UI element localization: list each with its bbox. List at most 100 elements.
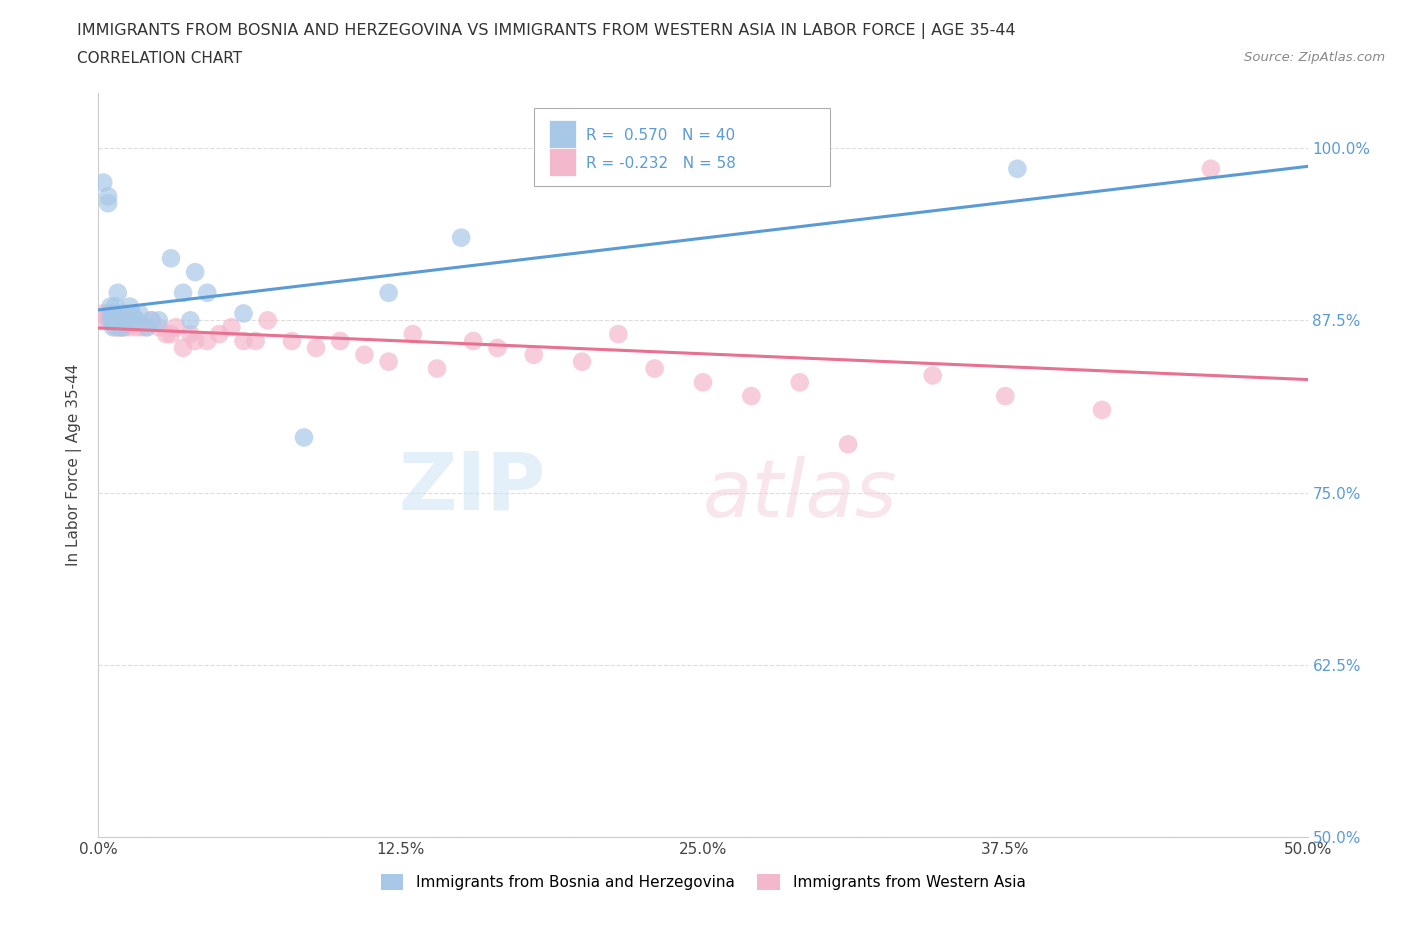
Point [117,312,139,327]
Point [789,375,811,390]
Point [104,312,127,327]
Point [91,175,114,190]
Point [607,326,630,341]
Point [232,306,254,321]
Point [104,320,127,335]
Point [179,326,201,341]
Text: CORRELATION CHART: CORRELATION CHART [77,51,242,66]
Point [184,265,207,280]
Point [124,312,146,327]
FancyBboxPatch shape [534,108,830,186]
Point [107,312,129,327]
Point [118,299,141,314]
Point [155,326,177,341]
Point [353,347,375,362]
Point [141,312,163,327]
Point [114,306,136,321]
Point [165,320,187,335]
Point [104,299,127,314]
Point [100,299,122,314]
Point [97,312,120,327]
Text: R = -0.232   N = 58: R = -0.232 N = 58 [586,156,735,171]
Text: Source: ZipAtlas.com: Source: ZipAtlas.com [1244,51,1385,64]
Point [1091,403,1114,418]
Point [124,312,146,327]
Point [208,326,231,341]
Point [141,312,163,327]
Point [692,375,714,390]
Point [426,361,449,376]
Point [377,286,399,300]
Point [172,286,194,300]
Point [256,312,278,327]
Point [97,306,120,321]
Point [184,334,207,349]
Text: ZIP: ZIP [398,448,546,526]
Point [994,389,1017,404]
Point [97,196,120,211]
Point [111,320,134,335]
Point [108,312,131,327]
Point [127,312,149,327]
Point [377,354,399,369]
Point [571,354,593,369]
Point [101,320,124,335]
Point [486,340,509,355]
Point [94,312,117,327]
Y-axis label: In Labor Force | Age 35-44: In Labor Force | Age 35-44 [66,364,83,566]
Point [1199,161,1222,176]
Point [111,312,134,327]
Point [221,320,243,335]
Point [740,389,762,404]
Point [107,286,129,300]
Point [195,334,218,349]
Point [281,334,304,349]
Point [108,312,131,327]
Point [91,306,114,321]
Text: R =  0.570   N = 40: R = 0.570 N = 40 [586,128,735,143]
Legend: Immigrants from Bosnia and Herzegovina, Immigrants from Western Asia: Immigrants from Bosnia and Herzegovina, … [374,868,1032,897]
Point [172,340,194,355]
Point [921,368,943,383]
Point [100,306,122,321]
Point [148,312,170,327]
Point [195,286,218,300]
Point [128,306,150,321]
Point [100,306,122,321]
Bar [550,120,576,148]
Point [402,326,425,341]
Point [135,320,157,335]
Point [131,320,153,335]
Point [118,320,141,335]
Point [179,312,201,327]
Point [100,312,122,327]
Point [101,306,124,321]
Point [450,231,472,246]
Point [101,312,124,327]
Point [107,306,129,321]
Bar [550,148,576,177]
Point [101,312,124,327]
Point [292,430,315,445]
Point [107,312,129,327]
Point [117,312,139,327]
Point [523,347,546,362]
Text: IMMIGRANTS FROM BOSNIA AND HERZEGOVINA VS IMMIGRANTS FROM WESTERN ASIA IN LABOR : IMMIGRANTS FROM BOSNIA AND HERZEGOVINA V… [77,23,1017,39]
Text: atlas: atlas [703,456,897,534]
Point [111,312,134,327]
Point [329,334,352,349]
Point [160,326,183,341]
Point [100,312,122,327]
Point [114,320,136,335]
Point [135,320,157,335]
Point [305,340,328,355]
Point [127,320,149,335]
Point [1007,161,1029,176]
Point [107,312,129,327]
Point [97,189,120,204]
Point [245,334,267,349]
Point [101,306,124,321]
Point [148,320,170,335]
Point [160,251,183,266]
Point [463,334,485,349]
